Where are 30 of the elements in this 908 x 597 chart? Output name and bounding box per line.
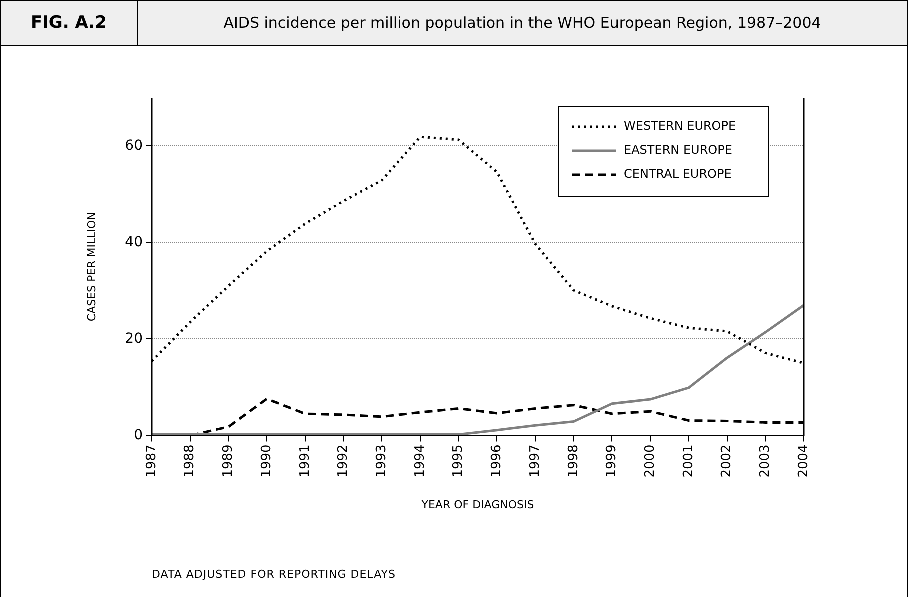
- y-tick-label: 60: [125, 138, 143, 154]
- chart-title: AIDS incidence per million population in the WHO European Region, 1987–2004: [222, 13, 822, 34]
- x-tick-label: 1988: [182, 444, 198, 478]
- x-tick-label: 2004: [796, 444, 812, 478]
- x-tick-label: 2003: [758, 444, 774, 478]
- legend-label: WESTERN EUROPE: [624, 119, 736, 134]
- x-tick-label: 1999: [604, 444, 620, 478]
- x-tick-label: 1995: [451, 444, 466, 478]
- y-tick-label: 20: [125, 330, 143, 347]
- x-tick-label: 1996: [490, 444, 505, 478]
- x-tick-label: 1998: [566, 444, 582, 478]
- x-tick-label: 2001: [681, 444, 696, 478]
- x-tick-label: 2002: [720, 444, 735, 478]
- y-tick-label: 0: [134, 427, 143, 444]
- x-tick-label: 2000: [642, 444, 658, 478]
- x-axis-title: YEAR OF DIAGNOSIS: [420, 498, 534, 512]
- x-tick-label: 1989: [221, 444, 236, 478]
- legend-label: CENTRAL EUROPE: [624, 167, 732, 182]
- x-tick-label: 1992: [336, 444, 352, 478]
- legend-label: EASTERN EUROPE: [624, 143, 732, 158]
- x-tick-label: 1987: [144, 444, 160, 478]
- text: FIG. A.2: [1, 1, 138, 45]
- x-tick-label: 1991: [298, 444, 313, 478]
- y-axis-title: CASES PER MILLION: [85, 212, 98, 322]
- x-tick-label: 1990: [259, 444, 274, 478]
- text: DATA ADJUSTED FOR REPORTING DELAYS: [152, 568, 396, 581]
- x-tick-label: 1994: [412, 444, 428, 478]
- y-tick-label: 40: [125, 234, 143, 250]
- x-tick-label: 1997: [528, 444, 543, 478]
- x-tick-label: 1993: [374, 444, 390, 478]
